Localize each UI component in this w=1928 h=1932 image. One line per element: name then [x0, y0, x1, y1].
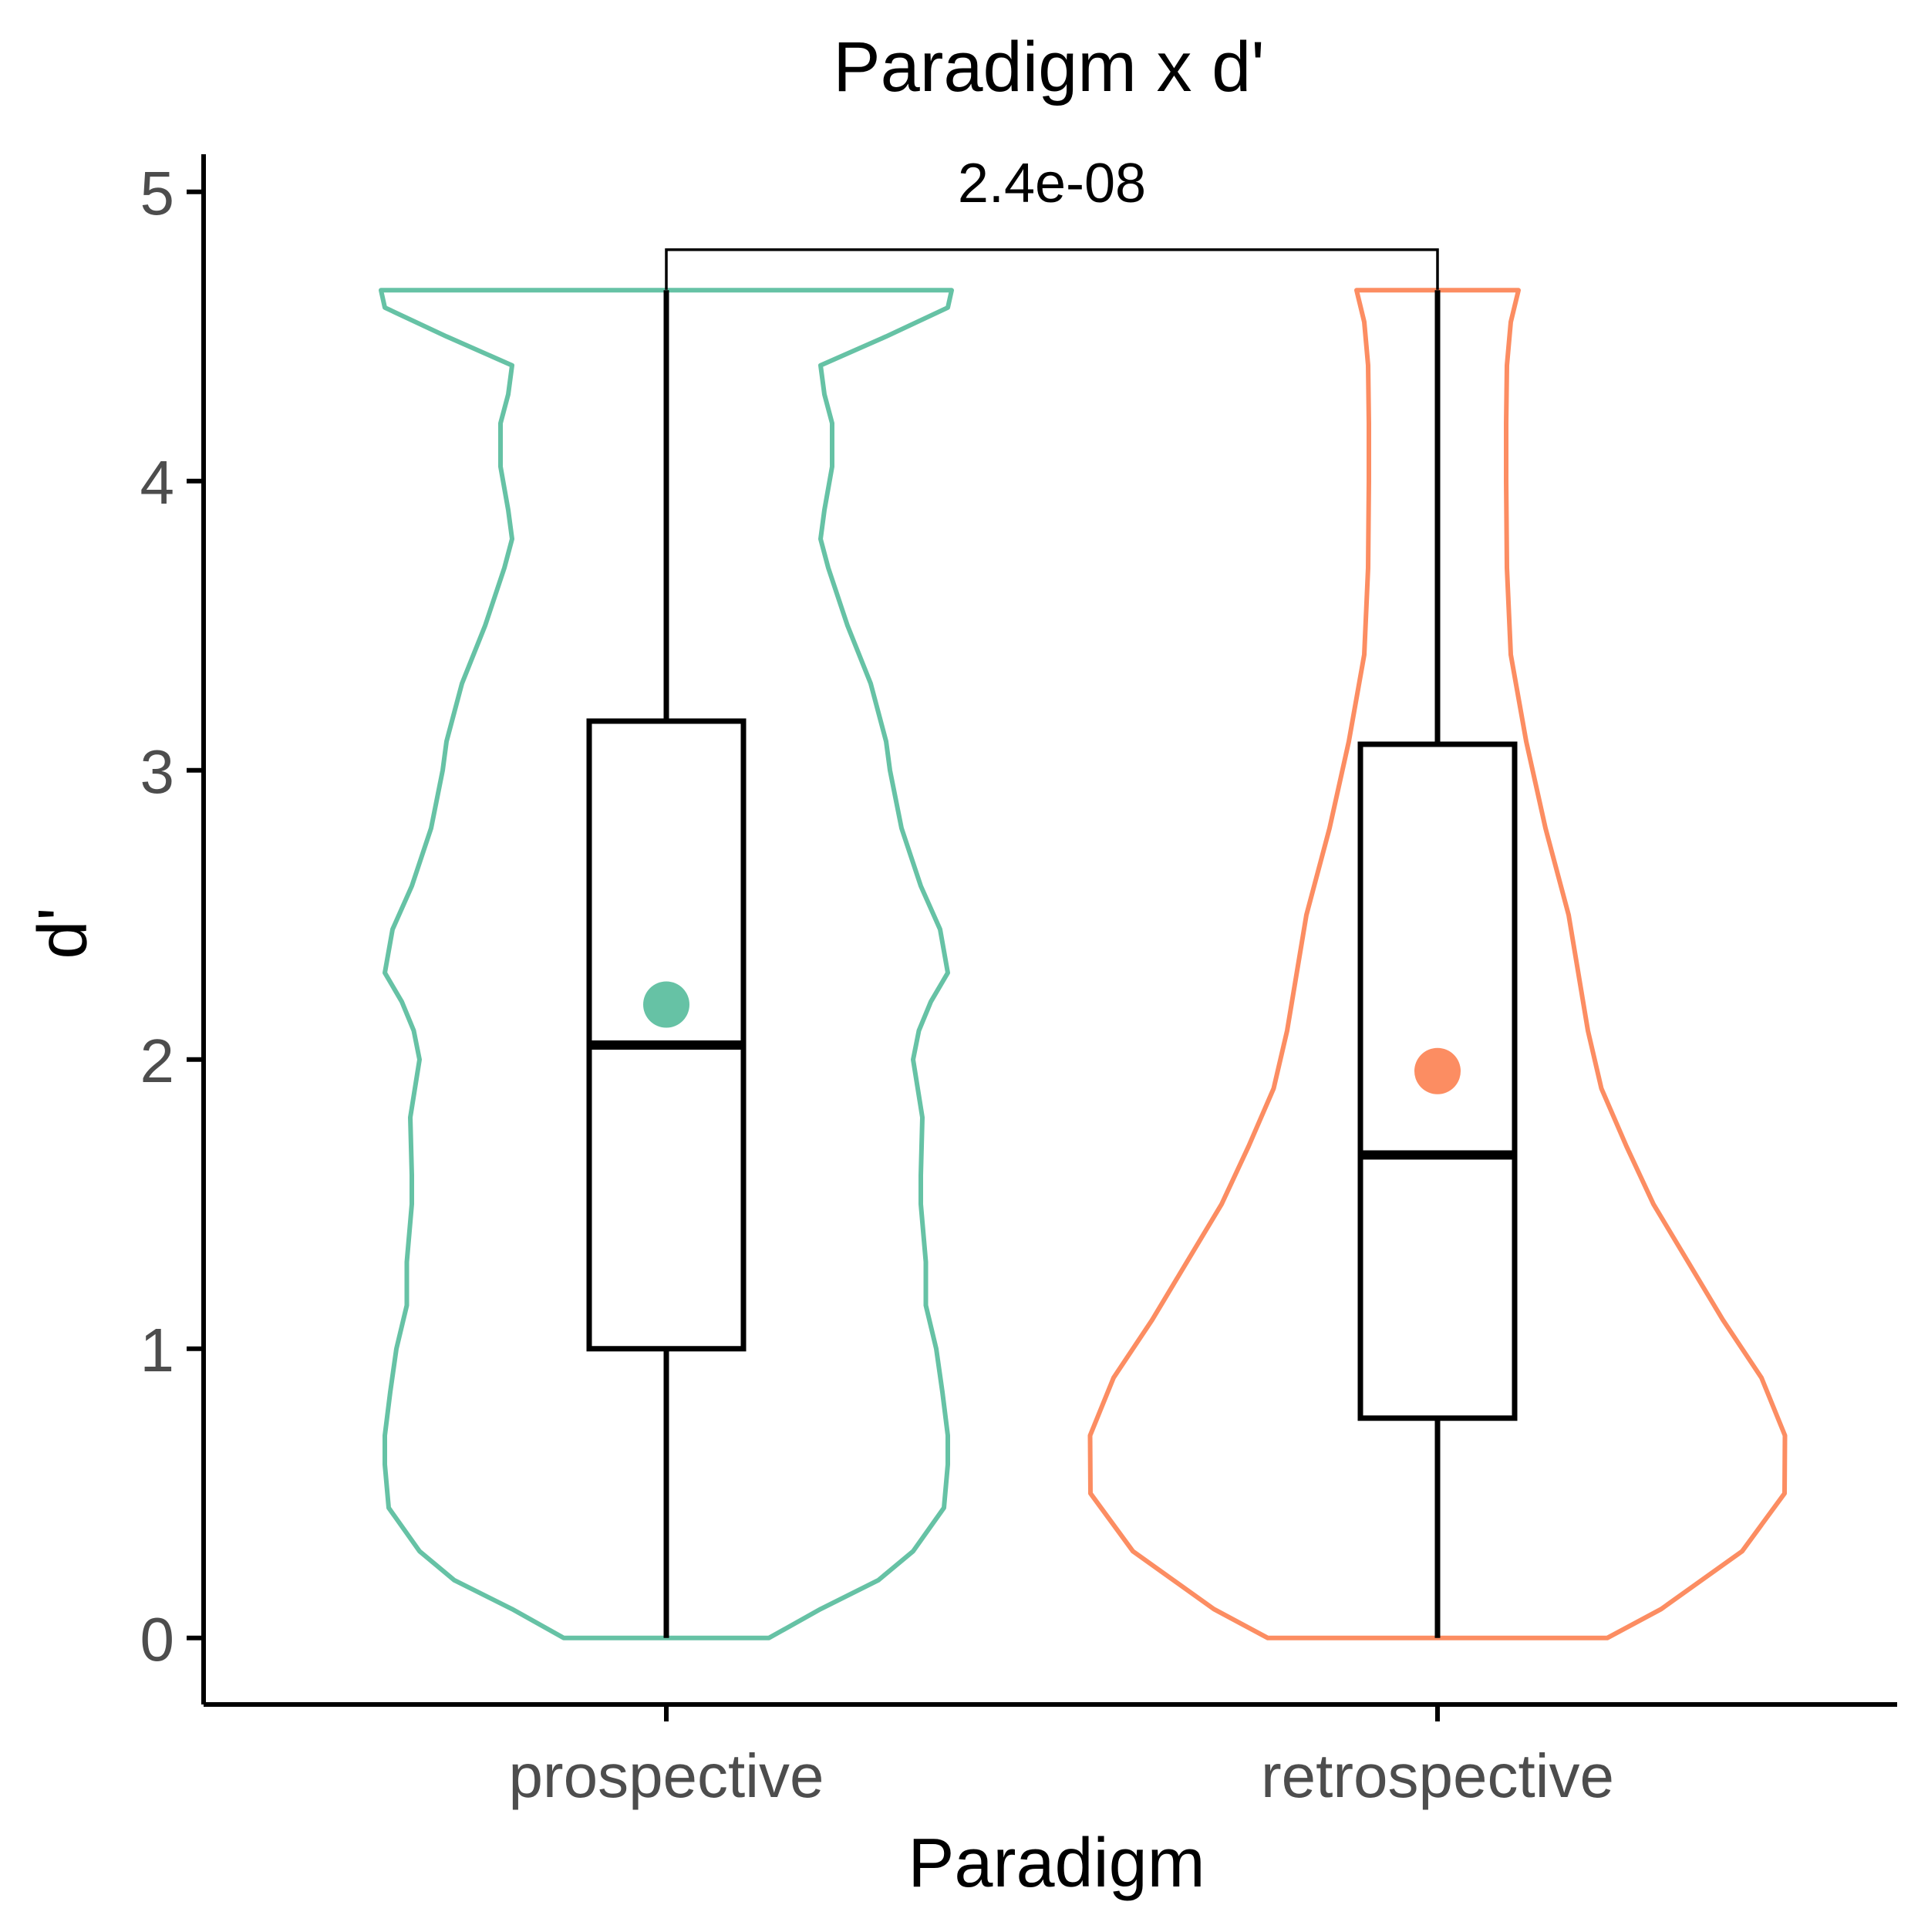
y-tick-label: 4	[140, 448, 175, 517]
comparison-bracket	[665, 248, 1439, 290]
mean-point-retrospective	[1414, 1047, 1461, 1094]
comparison-pvalue-label: 2.4e-08	[958, 153, 1146, 214]
boxplot-box-prospective	[586, 718, 747, 1352]
y-tick-label: 3	[140, 737, 175, 806]
x-tick-label: prospective	[508, 1741, 824, 1810]
y-tick-label: 1	[140, 1316, 175, 1384]
y-tick-label: 2	[140, 1027, 175, 1095]
mean-point-prospective	[643, 981, 689, 1028]
y-axis-title: d'	[25, 907, 102, 959]
y-tick-label: 0	[140, 1605, 175, 1674]
y-tick-label: 5	[140, 159, 175, 228]
x-tick-label: retrospective	[1261, 1741, 1614, 1810]
violin-retrospective	[1087, 288, 1788, 1640]
violin-prospective	[379, 288, 954, 1640]
chart-title: Paradigm x d'	[833, 28, 1265, 106]
x-axis-title: Paradigm	[908, 1825, 1205, 1902]
